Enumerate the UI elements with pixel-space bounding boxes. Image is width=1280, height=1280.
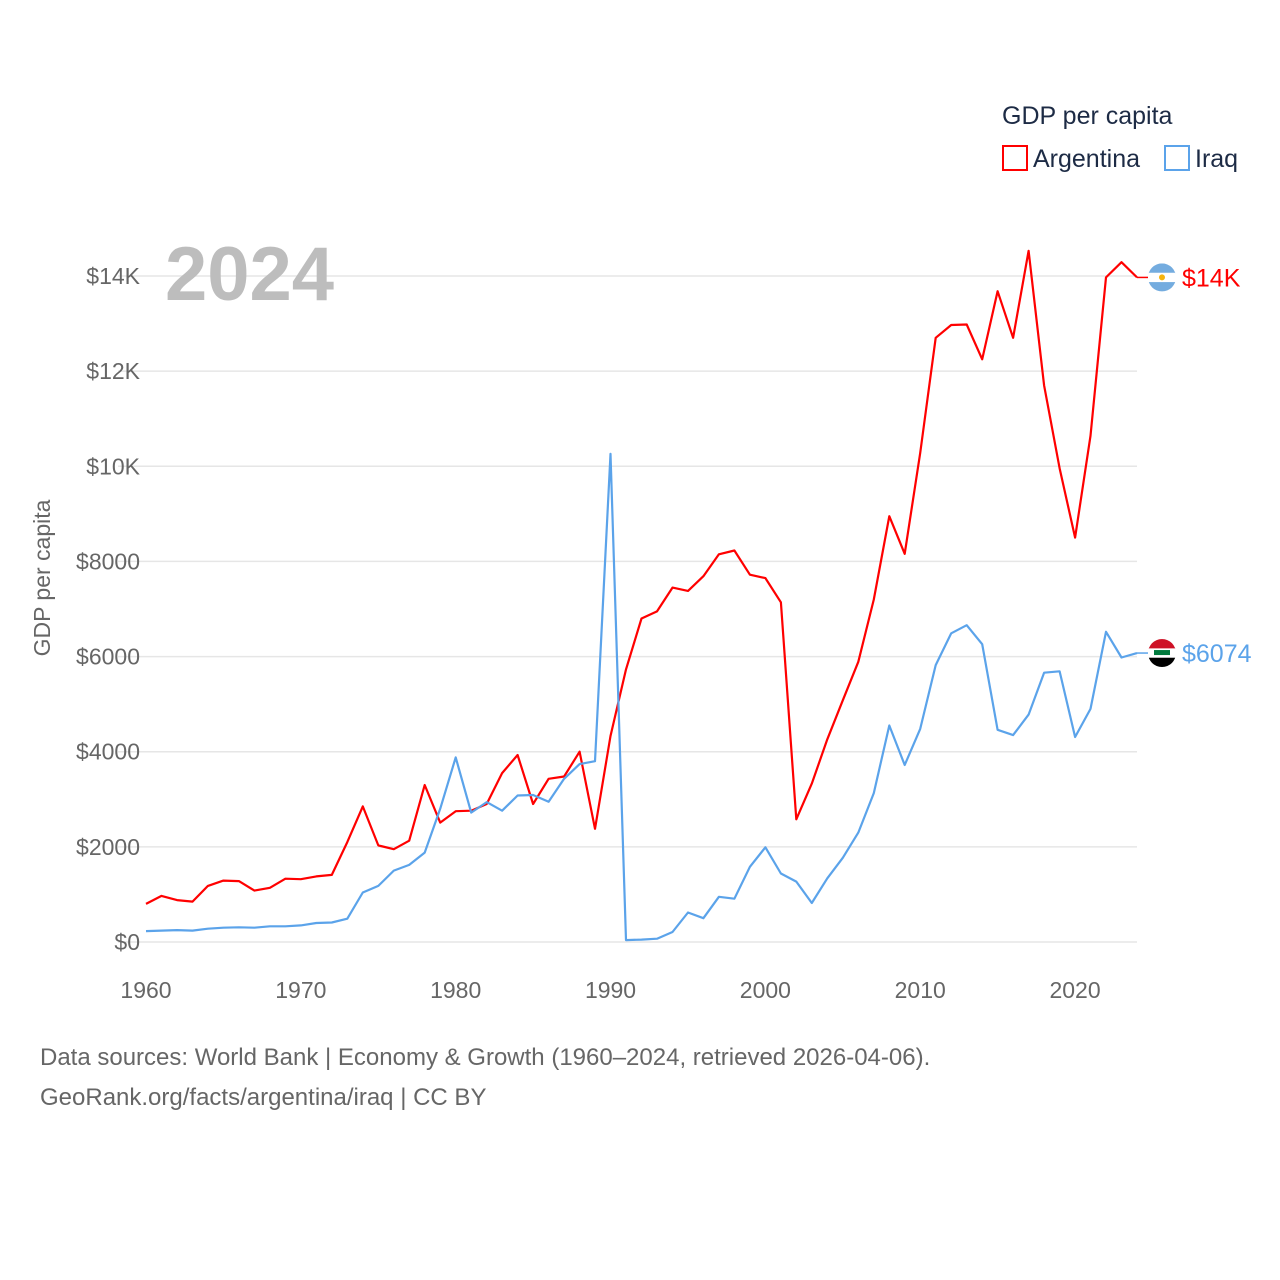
x-tick-label: 1970	[275, 977, 326, 1003]
x-tick-label: 1960	[120, 977, 171, 1003]
end-labels: $14K $6074	[1137, 263, 1252, 668]
y-axis-ticks: $0 $2000 $4000 $6000 $8000 $10K $12K $14K	[76, 263, 141, 955]
legend-item-argentina[interactable]: Argentina	[1002, 145, 1140, 173]
y-tick-label: $14K	[86, 263, 140, 289]
x-tick-label: 1980	[430, 977, 481, 1003]
x-tick-label: 2020	[1049, 977, 1100, 1003]
series-line-argentina	[145, 249, 1138, 905]
x-tick-label: 1990	[585, 977, 636, 1003]
y-tick-label: $2000	[76, 834, 140, 860]
legend-label-argentina: Argentina	[1033, 145, 1140, 173]
grid	[118, 275, 1137, 943]
y-tick-label: $10K	[86, 453, 140, 479]
y-axis-label: GDP per capita	[29, 499, 55, 656]
end-label-iraq: $6074	[1182, 640, 1252, 668]
footer-sources: Data sources: World Bank | Economy & Gro…	[40, 1044, 931, 1071]
y-tick-label: $6000	[76, 644, 140, 670]
footer-credit[interactable]: GeoRank.org/facts/argentina/iraq | CC BY	[40, 1084, 487, 1111]
x-tick-label: 2000	[740, 977, 791, 1003]
year-title: 2024	[165, 232, 334, 317]
x-axis-ticks: 1960 1970 1980 1990 2000 2010 2020	[120, 977, 1100, 1003]
y-tick-label: $12K	[86, 358, 140, 384]
flag-iraq-icon	[1148, 639, 1176, 668]
x-tick-label: 2010	[895, 977, 946, 1003]
series-lines	[145, 249, 1138, 942]
y-tick-label: $0	[114, 929, 140, 955]
legend: GDP per capita Argentina Iraq	[1002, 102, 1238, 173]
y-tick-label: $4000	[76, 739, 140, 765]
series-line-iraq	[145, 452, 1138, 942]
legend-item-iraq[interactable]: Iraq	[1164, 145, 1238, 173]
legend-title: GDP per capita	[1002, 102, 1173, 130]
end-label-argentina: $14K	[1182, 264, 1241, 292]
legend-swatch-argentina	[1002, 145, 1028, 171]
flag-argentina-icon	[1148, 263, 1176, 292]
legend-label-iraq: Iraq	[1195, 145, 1238, 173]
y-tick-label: $8000	[76, 548, 140, 574]
legend-swatch-iraq	[1164, 145, 1190, 171]
